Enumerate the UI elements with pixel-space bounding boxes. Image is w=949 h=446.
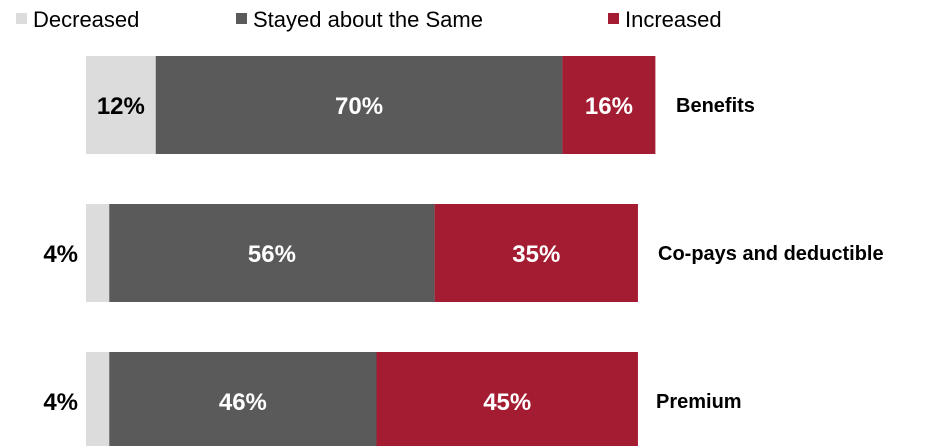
bar-segment-decreased — [86, 56, 156, 154]
legend-label: Increased — [625, 7, 722, 32]
category-label: Premium — [656, 391, 742, 413]
bar-segment-increased — [562, 56, 656, 154]
bar-segment-decreased — [86, 352, 110, 446]
legend-swatch — [608, 13, 619, 24]
bar-segment-increased — [376, 352, 638, 446]
data-label: 4% — [43, 241, 78, 268]
bar-segment-stayed-about-the-same — [109, 204, 435, 302]
legend-item-decreased: Decreased — [16, 7, 139, 32]
legend-swatch — [236, 13, 247, 24]
bar-segment-decreased — [86, 204, 110, 302]
data-label: 4% — [43, 389, 78, 416]
data-label: 45% — [483, 389, 531, 416]
data-label: 16% — [585, 93, 633, 120]
data-label: 12% — [97, 93, 145, 120]
legend: Decreased Stayed about the Same Increased — [16, 7, 722, 32]
data-label: 56% — [248, 241, 296, 268]
bar-segment-stayed-about-the-same — [155, 56, 563, 154]
bar-segment-increased — [434, 204, 638, 302]
legend-item-stayed-about-the-same: Stayed about the Same — [236, 7, 483, 32]
legend-label: Stayed about the Same — [253, 7, 483, 32]
legend-label: Decreased — [33, 7, 139, 32]
legend-swatch — [16, 13, 27, 24]
category-label: Benefits — [676, 95, 755, 117]
bar-row-premium: 4% 46% 45% — [43, 352, 638, 446]
data-label: 35% — [512, 241, 560, 268]
data-label: 70% — [335, 93, 383, 120]
legend-item-increased: Increased — [608, 7, 722, 32]
bars: 12% 70% 16% 4% 56% 35% 4% 46% 45% — [43, 56, 656, 446]
category-labels: Benefits Co-pays and deductible Premium — [656, 95, 884, 413]
category-label: Co-pays and deductible — [658, 243, 884, 265]
data-label: 46% — [219, 389, 267, 416]
bar-segment-stayed-about-the-same — [109, 352, 377, 446]
bar-row-co-pays-and-deductible: 4% 56% 35% — [43, 204, 638, 302]
bar-row-benefits: 12% 70% 16% — [86, 56, 656, 154]
